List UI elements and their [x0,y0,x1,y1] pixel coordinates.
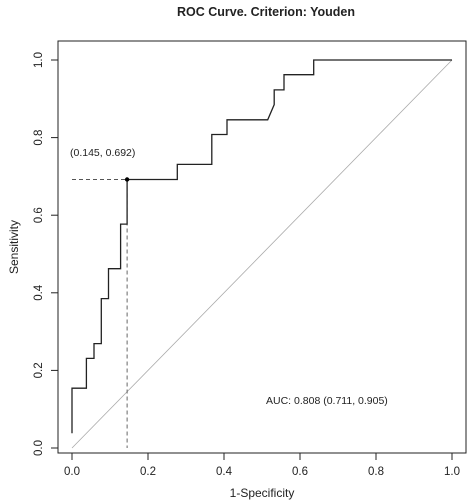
x-tick-label: 0.0 [64,466,80,478]
x-tick-label: 1.0 [444,466,460,478]
plot-frame [57,40,467,454]
chance-diagonal-line [71,59,453,449]
x-tick-label: 0.6 [292,466,308,478]
optimal-point-label: (0.145, 0.692) [70,147,135,159]
x-tick-label: 0.4 [216,466,233,478]
auc-annotation: AUC: 0.808 (0.711, 0.905) [266,395,388,407]
x-tick-label: 0.2 [140,466,156,478]
x-axis: 0.0 0.2 0.4 0.6 0.8 1.0 [64,452,460,478]
y-tick-label: 0.6 [33,207,45,223]
y-tick-label: 0.8 [33,130,45,146]
y-axis: 0.0 0.2 0.4 0.6 0.8 1.0 [33,52,59,456]
chart-title: ROC Curve. Criterion: Youden [177,5,355,19]
x-axis-label: 1-Specificity [230,486,295,500]
y-axis-label: Sensitivity [7,220,21,274]
y-tick-label: 0.2 [33,362,45,378]
x-tick-label: 0.8 [368,466,384,478]
optimal-cutoff-point [124,177,130,182]
y-tick-label: 0.4 [33,284,45,301]
y-tick-label: 1.0 [33,52,45,68]
roc-curve-line [71,59,452,434]
y-tick-label: 0.0 [33,440,45,456]
